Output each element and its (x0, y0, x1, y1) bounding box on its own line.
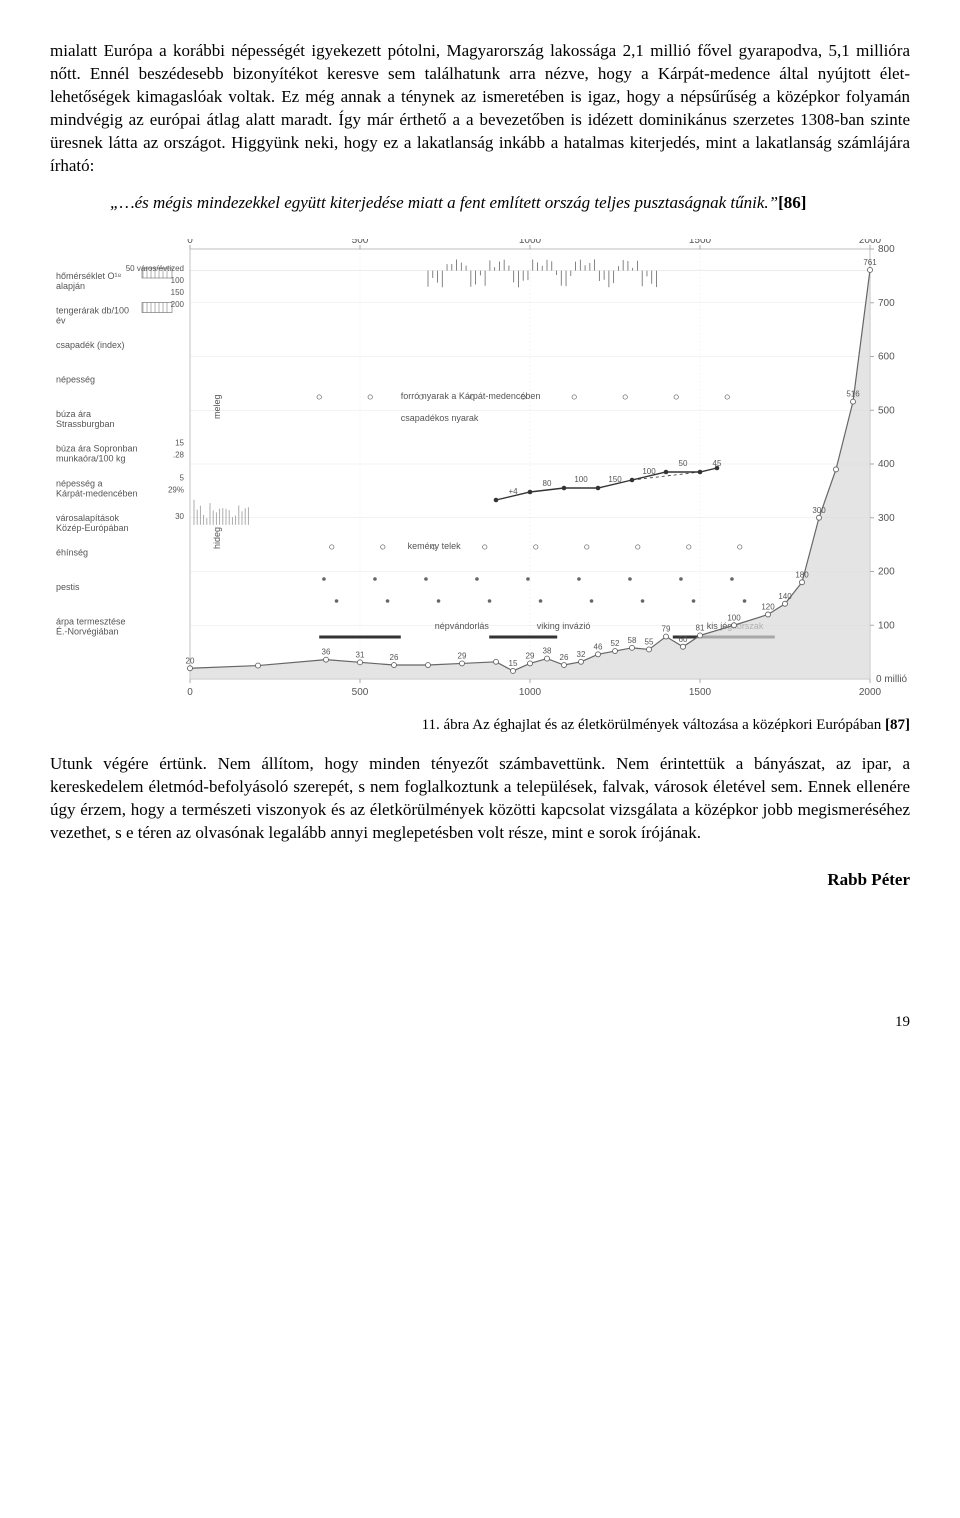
svg-text:700: 700 (878, 297, 895, 308)
svg-text:év: év (56, 315, 66, 325)
svg-text:É.-Norvégiában: É.-Norvégiában (56, 626, 119, 636)
svg-text:népvándorlás: népvándorlás (435, 621, 490, 631)
svg-text:150: 150 (608, 475, 622, 484)
svg-text:100: 100 (574, 475, 588, 484)
svg-text:éhínség: éhínség (56, 547, 88, 557)
figure-caption: 11. ábra Az éghajlat és az életkörülmény… (50, 715, 910, 735)
svg-text:58: 58 (628, 635, 637, 644)
svg-text:1500: 1500 (689, 687, 712, 698)
svg-text:városalapítások: városalapítások (56, 512, 120, 522)
page-number: 19 (50, 1012, 910, 1032)
svg-text:munkaóra/100 kg: munkaóra/100 kg (56, 453, 126, 463)
svg-text:500: 500 (878, 405, 895, 416)
svg-text:200: 200 (878, 566, 895, 577)
svg-text:1000: 1000 (519, 687, 542, 698)
svg-text:120: 120 (761, 602, 775, 611)
svg-text:1000: 1000 (519, 239, 542, 246)
svg-text:800: 800 (878, 244, 895, 255)
svg-text:516: 516 (846, 389, 860, 398)
svg-text:5: 5 (180, 473, 185, 482)
svg-text:0 millió fő: 0 millió fő (876, 674, 910, 685)
svg-text:hideg: hideg (212, 527, 222, 549)
svg-text:pestis: pestis (56, 581, 80, 591)
svg-text:100: 100 (727, 613, 741, 622)
svg-text:1500: 1500 (689, 239, 712, 246)
block-quote: „…és mégis mindezekkel együtt kiterjedés… (110, 192, 910, 215)
svg-text:400: 400 (878, 459, 895, 470)
svg-text:761: 761 (863, 258, 877, 267)
svg-text:29: 29 (458, 651, 467, 660)
svg-text:500: 500 (352, 687, 369, 698)
svg-text:alapján: alapján (56, 281, 85, 291)
svg-text:60: 60 (679, 634, 688, 643)
svg-text:29: 29 (526, 651, 535, 660)
figure-11: 0050050010001000150015002000200010020030… (50, 239, 910, 735)
svg-text:46: 46 (594, 642, 603, 651)
svg-text:81: 81 (696, 623, 705, 632)
svg-text:árpa termesztése: árpa termesztése (56, 616, 126, 626)
caption-text: 11. ábra Az éghajlat és az életkörülmény… (422, 717, 885, 733)
svg-text:45: 45 (713, 459, 722, 468)
svg-text:Közép-Európában: Közép-Európában (56, 522, 129, 532)
svg-text:0: 0 (187, 687, 193, 698)
svg-text:viking invázió: viking invázió (537, 621, 591, 631)
paragraph-1: mialatt Európa a korábbi népességét igye… (50, 40, 910, 178)
svg-text:15: 15 (509, 659, 518, 668)
svg-text:Kárpát-medencében: Kárpát-medencében (56, 488, 138, 498)
svg-text:népesség: népesség (56, 374, 95, 384)
svg-text:50: 50 (679, 459, 688, 468)
paragraph-2: Utunk végére értünk. Nem állítom, hogy m… (50, 753, 910, 845)
svg-text:26: 26 (390, 653, 399, 662)
climate-chart: 0050050010001000150015002000200010020030… (50, 239, 910, 709)
svg-text:55: 55 (645, 637, 654, 646)
svg-text:csapadékos nyarak: csapadékos nyarak (401, 413, 479, 423)
svg-text:80: 80 (543, 479, 552, 488)
svg-text:csapadék (index): csapadék (index) (56, 340, 125, 350)
svg-text:búza ára Sopronban: búza ára Sopronban (56, 443, 138, 453)
svg-text:180: 180 (795, 570, 809, 579)
svg-text:tengerárak db/100: tengerárak db/100 (56, 305, 129, 315)
svg-text:500: 500 (352, 239, 369, 246)
quote-reference: [86] (778, 193, 806, 212)
svg-text:100: 100 (171, 276, 185, 285)
svg-text:30: 30 (175, 511, 184, 520)
svg-text:31: 31 (356, 650, 365, 659)
svg-text:.28: .28 (173, 450, 185, 459)
svg-text:52: 52 (611, 639, 620, 648)
svg-text:32: 32 (577, 649, 586, 658)
svg-text:hőmérséklet O¹⁸: hőmérséklet O¹⁸ (56, 271, 122, 281)
svg-text:20: 20 (186, 656, 195, 665)
svg-text:0: 0 (187, 239, 193, 246)
svg-text:2000: 2000 (859, 687, 882, 698)
svg-text:kemény telek: kemény telek (408, 541, 462, 551)
svg-text:50 város/évtized: 50 város/évtized (126, 264, 184, 273)
svg-text:100: 100 (642, 467, 656, 476)
svg-text:300: 300 (812, 505, 826, 514)
svg-text:36: 36 (322, 647, 331, 656)
caption-reference: [87] (885, 717, 910, 733)
svg-text:+4: +4 (508, 487, 518, 496)
svg-text:200: 200 (171, 300, 185, 309)
author-name: Rabb Péter (50, 869, 910, 892)
svg-text:búza ára: búza ára (56, 409, 91, 419)
quote-text: „…és mégis mindezekkel együtt kiterjedés… (110, 193, 778, 212)
svg-text:26: 26 (560, 653, 569, 662)
svg-text:100: 100 (878, 620, 895, 631)
svg-text:150: 150 (171, 288, 185, 297)
svg-text:600: 600 (878, 351, 895, 362)
svg-text:79: 79 (662, 624, 671, 633)
svg-text:38: 38 (543, 646, 552, 655)
svg-text:140: 140 (778, 591, 792, 600)
svg-text:300: 300 (878, 512, 895, 523)
svg-text:29%: 29% (168, 485, 184, 494)
svg-text:Strassburgban: Strassburgban (56, 419, 115, 429)
svg-text:15: 15 (175, 438, 184, 447)
svg-text:népesség a: népesség a (56, 478, 103, 488)
svg-text:meleg: meleg (212, 394, 222, 419)
